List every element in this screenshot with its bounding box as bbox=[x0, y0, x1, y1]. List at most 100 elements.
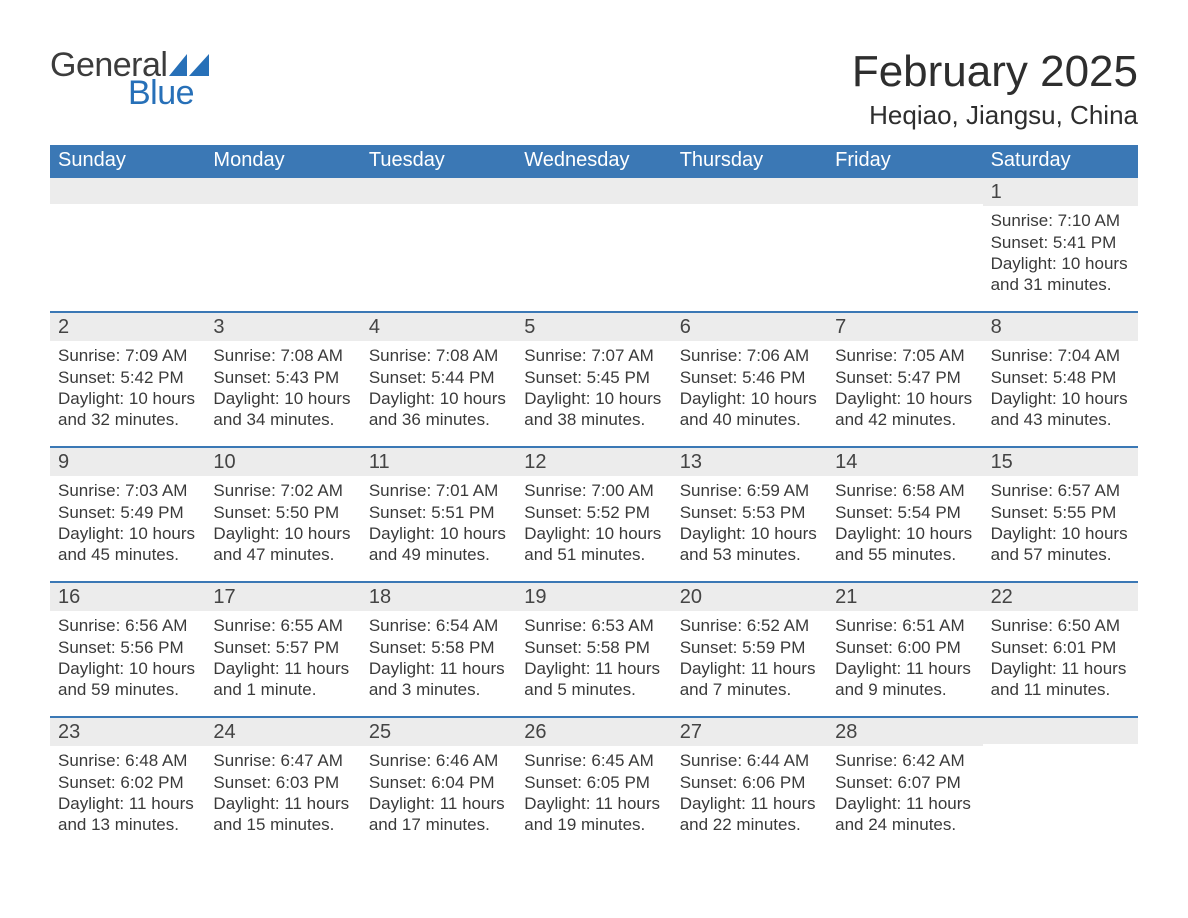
day-number bbox=[516, 178, 671, 204]
day-number: 1 bbox=[983, 178, 1138, 206]
day-cell: 21Sunrise: 6:51 AMSunset: 6:00 PMDayligh… bbox=[827, 583, 982, 716]
sunrise-line: Sunrise: 7:10 AM bbox=[991, 210, 1130, 231]
dow-saturday: Saturday bbox=[983, 145, 1138, 178]
day-body: Sunrise: 7:08 AMSunset: 5:44 PMDaylight:… bbox=[361, 341, 516, 430]
day-number: 28 bbox=[827, 718, 982, 746]
daylight-line: Daylight: 10 hours and 59 minutes. bbox=[58, 658, 197, 701]
day-cell bbox=[516, 178, 671, 311]
day-number bbox=[361, 178, 516, 204]
sunrise-line: Sunrise: 7:05 AM bbox=[835, 345, 974, 366]
day-number: 14 bbox=[827, 448, 982, 476]
day-number bbox=[50, 178, 205, 204]
sunset-line: Sunset: 6:03 PM bbox=[213, 772, 352, 793]
sunset-line: Sunset: 5:48 PM bbox=[991, 367, 1130, 388]
sunset-line: Sunset: 6:06 PM bbox=[680, 772, 819, 793]
day-cell: 24Sunrise: 6:47 AMSunset: 6:03 PMDayligh… bbox=[205, 718, 360, 851]
sunset-line: Sunset: 5:54 PM bbox=[835, 502, 974, 523]
daylight-line: Daylight: 11 hours and 19 minutes. bbox=[524, 793, 663, 836]
day-cell: 11Sunrise: 7:01 AMSunset: 5:51 PMDayligh… bbox=[361, 448, 516, 581]
day-cell bbox=[205, 178, 360, 311]
day-number: 7 bbox=[827, 313, 982, 341]
sunrise-line: Sunrise: 6:48 AM bbox=[58, 750, 197, 771]
day-number: 21 bbox=[827, 583, 982, 611]
logo: General Blue bbox=[50, 48, 209, 110]
day-number: 4 bbox=[361, 313, 516, 341]
dow-tuesday: Tuesday bbox=[361, 145, 516, 178]
day-cell: 10Sunrise: 7:02 AMSunset: 5:50 PMDayligh… bbox=[205, 448, 360, 581]
sunset-line: Sunset: 5:52 PM bbox=[524, 502, 663, 523]
daylight-line: Daylight: 11 hours and 13 minutes. bbox=[58, 793, 197, 836]
sunset-line: Sunset: 5:56 PM bbox=[58, 637, 197, 658]
sunset-line: Sunset: 5:41 PM bbox=[991, 232, 1130, 253]
day-number: 8 bbox=[983, 313, 1138, 341]
day-body: Sunrise: 6:50 AMSunset: 6:01 PMDaylight:… bbox=[983, 611, 1138, 700]
day-body: Sunrise: 6:48 AMSunset: 6:02 PMDaylight:… bbox=[50, 746, 205, 835]
sunset-line: Sunset: 6:01 PM bbox=[991, 637, 1130, 658]
daylight-line: Daylight: 11 hours and 24 minutes. bbox=[835, 793, 974, 836]
daylight-line: Daylight: 11 hours and 1 minute. bbox=[213, 658, 352, 701]
sunset-line: Sunset: 5:45 PM bbox=[524, 367, 663, 388]
sunset-line: Sunset: 5:53 PM bbox=[680, 502, 819, 523]
sunset-line: Sunset: 5:50 PM bbox=[213, 502, 352, 523]
daylight-line: Daylight: 10 hours and 57 minutes. bbox=[991, 523, 1130, 566]
dow-wednesday: Wednesday bbox=[516, 145, 671, 178]
day-cell: 8Sunrise: 7:04 AMSunset: 5:48 PMDaylight… bbox=[983, 313, 1138, 446]
daylight-line: Daylight: 10 hours and 47 minutes. bbox=[213, 523, 352, 566]
day-cell: 23Sunrise: 6:48 AMSunset: 6:02 PMDayligh… bbox=[50, 718, 205, 851]
sunrise-line: Sunrise: 7:09 AM bbox=[58, 345, 197, 366]
day-cell: 13Sunrise: 6:59 AMSunset: 5:53 PMDayligh… bbox=[672, 448, 827, 581]
day-number: 22 bbox=[983, 583, 1138, 611]
day-body: Sunrise: 7:04 AMSunset: 5:48 PMDaylight:… bbox=[983, 341, 1138, 430]
sunset-line: Sunset: 6:07 PM bbox=[835, 772, 974, 793]
day-number bbox=[672, 178, 827, 204]
day-cell bbox=[672, 178, 827, 311]
day-cell: 26Sunrise: 6:45 AMSunset: 6:05 PMDayligh… bbox=[516, 718, 671, 851]
day-number: 11 bbox=[361, 448, 516, 476]
daylight-line: Daylight: 11 hours and 3 minutes. bbox=[369, 658, 508, 701]
sunrise-line: Sunrise: 6:57 AM bbox=[991, 480, 1130, 501]
daylight-line: Daylight: 10 hours and 34 minutes. bbox=[213, 388, 352, 431]
day-cell: 25Sunrise: 6:46 AMSunset: 6:04 PMDayligh… bbox=[361, 718, 516, 851]
sunrise-line: Sunrise: 6:53 AM bbox=[524, 615, 663, 636]
location-title: Heqiao, Jiangsu, China bbox=[852, 100, 1138, 131]
week-row: 2Sunrise: 7:09 AMSunset: 5:42 PMDaylight… bbox=[50, 311, 1138, 446]
daylight-line: Daylight: 10 hours and 51 minutes. bbox=[524, 523, 663, 566]
sunset-line: Sunset: 5:42 PM bbox=[58, 367, 197, 388]
day-cell: 3Sunrise: 7:08 AMSunset: 5:43 PMDaylight… bbox=[205, 313, 360, 446]
sunrise-line: Sunrise: 6:45 AM bbox=[524, 750, 663, 771]
daylight-line: Daylight: 10 hours and 49 minutes. bbox=[369, 523, 508, 566]
sunset-line: Sunset: 5:55 PM bbox=[991, 502, 1130, 523]
sunset-line: Sunset: 5:59 PM bbox=[680, 637, 819, 658]
month-title: February 2025 bbox=[852, 48, 1138, 96]
sunrise-line: Sunrise: 6:56 AM bbox=[58, 615, 197, 636]
day-body: Sunrise: 7:07 AMSunset: 5:45 PMDaylight:… bbox=[516, 341, 671, 430]
daylight-line: Daylight: 10 hours and 31 minutes. bbox=[991, 253, 1130, 296]
logo-word-blue: Blue bbox=[128, 76, 209, 110]
day-number: 26 bbox=[516, 718, 671, 746]
sunrise-line: Sunrise: 6:50 AM bbox=[991, 615, 1130, 636]
day-cell bbox=[361, 178, 516, 311]
day-cell: 7Sunrise: 7:05 AMSunset: 5:47 PMDaylight… bbox=[827, 313, 982, 446]
day-cell bbox=[50, 178, 205, 311]
day-body: Sunrise: 7:05 AMSunset: 5:47 PMDaylight:… bbox=[827, 341, 982, 430]
day-cell: 2Sunrise: 7:09 AMSunset: 5:42 PMDaylight… bbox=[50, 313, 205, 446]
day-cell: 12Sunrise: 7:00 AMSunset: 5:52 PMDayligh… bbox=[516, 448, 671, 581]
day-body: Sunrise: 7:03 AMSunset: 5:49 PMDaylight:… bbox=[50, 476, 205, 565]
sunrise-line: Sunrise: 6:46 AM bbox=[369, 750, 508, 771]
day-body: Sunrise: 6:47 AMSunset: 6:03 PMDaylight:… bbox=[205, 746, 360, 835]
day-cell: 27Sunrise: 6:44 AMSunset: 6:06 PMDayligh… bbox=[672, 718, 827, 851]
day-body: Sunrise: 6:58 AMSunset: 5:54 PMDaylight:… bbox=[827, 476, 982, 565]
day-body: Sunrise: 6:44 AMSunset: 6:06 PMDaylight:… bbox=[672, 746, 827, 835]
daylight-line: Daylight: 11 hours and 5 minutes. bbox=[524, 658, 663, 701]
sunset-line: Sunset: 5:51 PM bbox=[369, 502, 508, 523]
daylight-line: Daylight: 11 hours and 11 minutes. bbox=[991, 658, 1130, 701]
sunset-line: Sunset: 6:02 PM bbox=[58, 772, 197, 793]
sunrise-line: Sunrise: 7:08 AM bbox=[369, 345, 508, 366]
daylight-line: Daylight: 10 hours and 32 minutes. bbox=[58, 388, 197, 431]
day-cell bbox=[827, 178, 982, 311]
day-number: 18 bbox=[361, 583, 516, 611]
sunrise-line: Sunrise: 7:03 AM bbox=[58, 480, 197, 501]
daylight-line: Daylight: 11 hours and 15 minutes. bbox=[213, 793, 352, 836]
sunset-line: Sunset: 5:57 PM bbox=[213, 637, 352, 658]
day-cell: 16Sunrise: 6:56 AMSunset: 5:56 PMDayligh… bbox=[50, 583, 205, 716]
